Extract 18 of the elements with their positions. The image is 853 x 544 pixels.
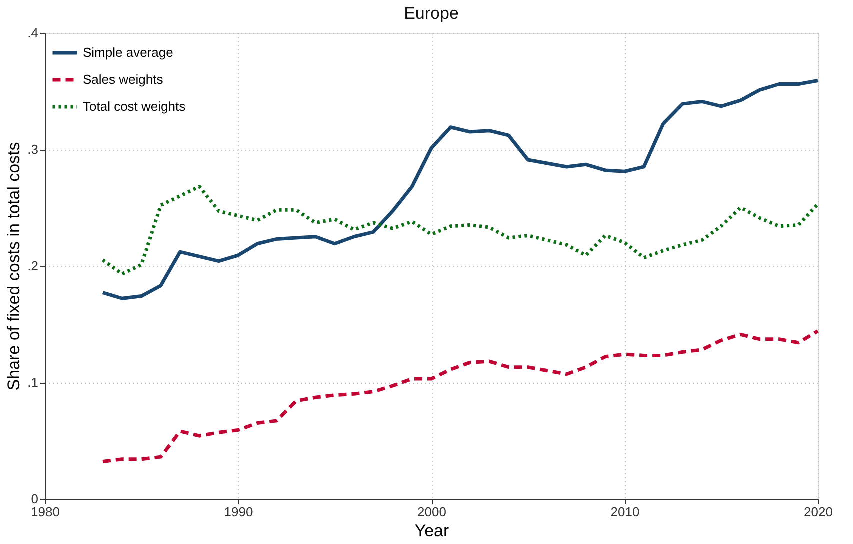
line-series (101, 329, 820, 464)
y-tick-label: .4 (28, 26, 38, 40)
x-tick-label: 1990 (224, 504, 254, 520)
y-tick-label: .1 (28, 375, 38, 390)
y-tick-label: 0 (31, 492, 38, 506)
legend-label: Total cost weights (83, 99, 186, 114)
line-series (101, 185, 820, 276)
x-tick-label: 2010 (610, 504, 640, 520)
legend-label: Sales weights (83, 72, 164, 87)
x-axis-title: Year (414, 522, 450, 540)
y-tick-label: .2 (28, 258, 38, 274)
x-tick-label: 2020 (804, 504, 833, 520)
x-tick-label: 1980 (31, 504, 60, 520)
x-tick-label: 2000 (418, 504, 446, 520)
y-axis-title: Share of fixed costs in total costs (4, 142, 24, 391)
chart-title: Europe (404, 4, 459, 23)
y-tick-label: .3 (28, 142, 38, 157)
legend-label: Simple average (83, 45, 174, 60)
